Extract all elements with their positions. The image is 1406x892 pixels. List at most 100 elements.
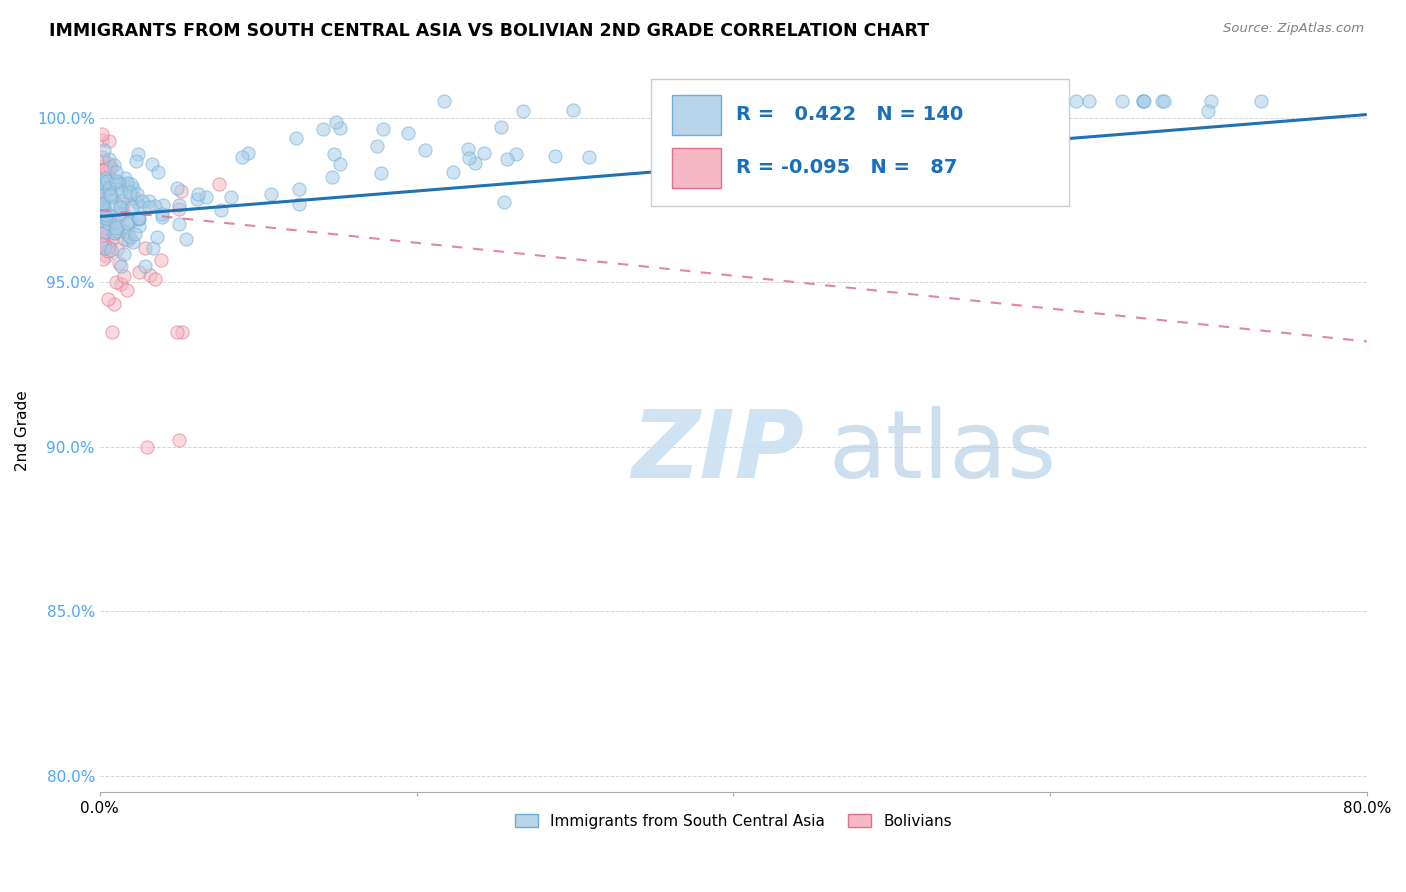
Point xyxy=(91,196,114,211)
Point xyxy=(124,191,146,205)
Point xyxy=(121,180,143,194)
Point xyxy=(108,200,131,214)
Point xyxy=(90,169,112,184)
Point xyxy=(117,233,139,247)
Point xyxy=(260,186,283,201)
Point xyxy=(90,216,112,230)
Point xyxy=(323,147,346,161)
Point xyxy=(118,213,141,227)
Point xyxy=(166,325,188,339)
Point xyxy=(97,156,120,170)
Point xyxy=(103,226,125,240)
Point xyxy=(90,232,112,246)
Point xyxy=(93,181,115,195)
Point xyxy=(150,211,173,225)
Point xyxy=(512,103,534,118)
Point xyxy=(105,242,128,256)
Y-axis label: 2nd Grade: 2nd Grade xyxy=(15,390,30,471)
Point xyxy=(96,174,118,188)
Point xyxy=(93,204,115,219)
Point xyxy=(150,207,173,221)
Point xyxy=(167,198,190,212)
Point xyxy=(90,204,112,219)
FancyBboxPatch shape xyxy=(651,79,1069,206)
Point xyxy=(1066,95,1088,109)
Point xyxy=(127,186,149,201)
Point xyxy=(90,194,112,208)
Point xyxy=(104,182,127,196)
Point xyxy=(167,217,190,231)
Point xyxy=(138,194,160,208)
Point xyxy=(1132,95,1154,109)
Point xyxy=(129,201,152,215)
Point xyxy=(100,182,122,196)
Point xyxy=(659,132,682,146)
Point xyxy=(93,169,115,183)
Point xyxy=(118,188,141,202)
Point xyxy=(120,178,142,192)
Point xyxy=(578,149,600,163)
Point xyxy=(127,211,149,225)
Point xyxy=(115,176,138,190)
Point xyxy=(131,194,153,208)
Point xyxy=(93,153,115,168)
Point xyxy=(111,196,134,211)
Point xyxy=(97,208,120,222)
Point xyxy=(699,145,721,160)
Point xyxy=(90,128,112,142)
Text: IMMIGRANTS FROM SOUTH CENTRAL ASIA VS BOLIVIAN 2ND GRADE CORRELATION CHART: IMMIGRANTS FROM SOUTH CENTRAL ASIA VS BO… xyxy=(49,22,929,40)
Point xyxy=(91,208,114,222)
Point xyxy=(96,240,118,254)
Point xyxy=(166,181,188,195)
Point xyxy=(90,195,112,210)
Point xyxy=(91,167,114,181)
Point xyxy=(90,233,112,247)
Point xyxy=(91,192,114,206)
Point xyxy=(108,256,131,270)
Point xyxy=(96,208,118,222)
Point xyxy=(93,177,115,191)
Point xyxy=(125,194,148,209)
Point xyxy=(873,112,896,127)
Point xyxy=(134,259,156,273)
Point xyxy=(90,162,112,177)
Point xyxy=(128,211,150,225)
Point xyxy=(97,216,120,230)
Point xyxy=(111,194,134,208)
Point xyxy=(90,173,112,187)
Point xyxy=(373,122,395,136)
Point xyxy=(112,268,135,283)
Point xyxy=(1150,95,1173,109)
Point xyxy=(97,244,120,258)
Point xyxy=(90,236,112,251)
Point xyxy=(100,160,122,174)
Point xyxy=(544,149,567,163)
Point xyxy=(143,272,166,286)
Point xyxy=(142,241,165,255)
Point xyxy=(91,201,114,215)
Point xyxy=(1050,95,1073,109)
Point xyxy=(98,187,121,202)
Point xyxy=(91,227,114,241)
Point xyxy=(98,152,121,166)
Point xyxy=(494,195,516,210)
Point xyxy=(93,187,115,202)
Point xyxy=(413,143,436,157)
Point xyxy=(107,175,129,189)
Point xyxy=(139,268,162,283)
Point xyxy=(91,160,114,174)
Point xyxy=(170,184,193,198)
Point xyxy=(209,203,232,218)
Point xyxy=(124,227,146,241)
Point xyxy=(128,219,150,233)
Point xyxy=(91,199,114,213)
Point xyxy=(98,211,121,226)
Point xyxy=(94,170,117,185)
Point xyxy=(117,227,139,242)
Point xyxy=(100,234,122,248)
Point xyxy=(98,217,121,231)
Point xyxy=(98,169,121,184)
Point xyxy=(207,177,229,191)
Point xyxy=(90,187,112,202)
Point xyxy=(167,433,190,447)
